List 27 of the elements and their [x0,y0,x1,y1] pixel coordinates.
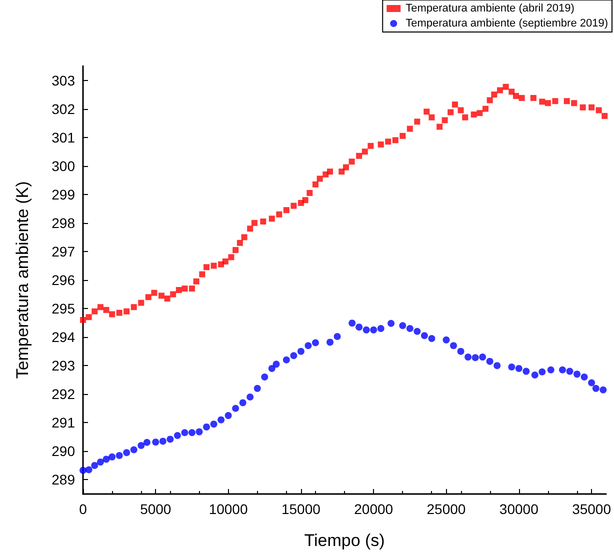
y-tick-label: 293 [52,358,76,374]
x-axis-title: Tiempo (s) [304,531,385,550]
legend-label: Temperatura ambiente (septiembre 2019) [406,18,608,30]
y-tick-label: 289 [52,472,76,488]
x-tick-label: 15000 [281,501,321,517]
y-tick-label: 294 [52,329,76,346]
y-tick-label: 299 [52,186,76,202]
y-axis-title: Temperatura ambiente (K) [13,181,32,379]
x-tick-label: 25000 [426,501,466,517]
y-tick-label: 295 [52,300,76,317]
x-tick-label: 10000 [208,501,248,517]
y-tick-label: 292 [52,386,76,402]
x-tick-label: 0 [79,501,88,517]
legend-label: Temperatura ambiente (abril 2019) [406,2,574,14]
y-tick-label: 302 [52,100,76,117]
x-tick-label: 35000 [572,501,612,517]
y-tick-label: 300 [52,158,76,174]
y-tick-label: 301 [52,129,76,146]
y-tick-label: 298 [52,214,76,231]
y-tick-label: 303 [52,72,76,88]
y-tick-label: 296 [52,272,76,288]
x-tick-label: 30000 [499,501,539,517]
x-tick-label: 20000 [354,501,394,517]
y-tick-label: 291 [52,414,76,431]
y-tick-label: 290 [52,443,76,460]
y-tick-label: 297 [52,243,76,260]
x-tick-label: 5000 [140,501,172,517]
